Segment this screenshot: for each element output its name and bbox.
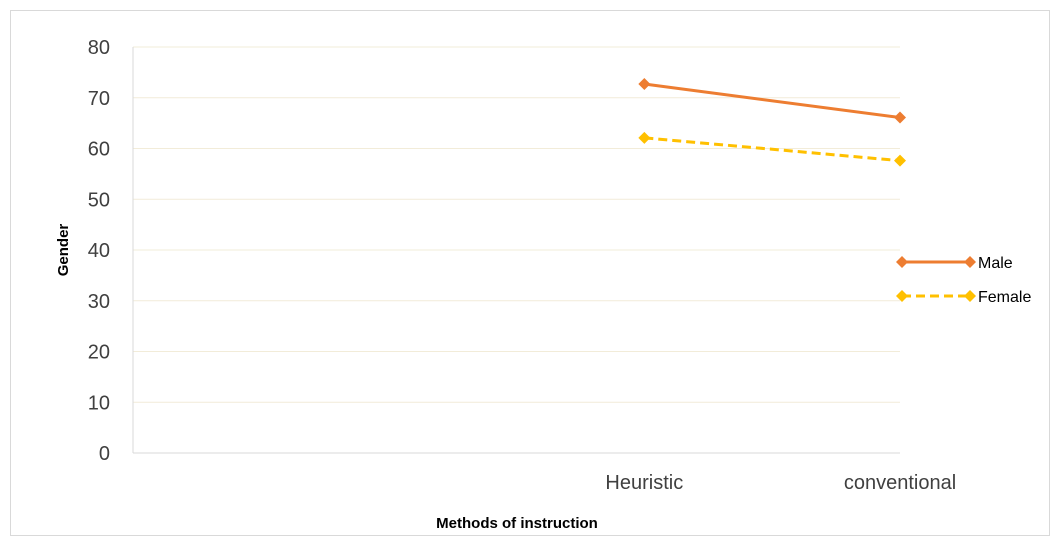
series-line-female xyxy=(644,136,901,163)
legend-item-male: Male xyxy=(896,255,1013,272)
y-tick-label: 0 xyxy=(99,443,110,465)
x-tick-label: conventional xyxy=(844,472,956,494)
data-point-female xyxy=(894,154,906,167)
y-tick-labels: 0 10 20 30 40 50 60 70 80 xyxy=(88,37,110,465)
x-axis-title: Methods of instruction xyxy=(436,515,598,532)
y-axis-title: Gender xyxy=(55,224,72,277)
y-tick-label: 10 xyxy=(88,392,110,414)
legend-label-male: Male xyxy=(978,255,1013,272)
data-point-male xyxy=(638,78,651,91)
y-tick-label: 50 xyxy=(88,189,110,211)
legend: Male Female xyxy=(896,255,1031,306)
y-tick-label: 60 xyxy=(88,139,110,161)
data-point-female xyxy=(638,131,651,144)
data-point-male xyxy=(894,111,906,124)
gridlines xyxy=(133,46,900,403)
legend-item-female: Female xyxy=(896,289,1031,306)
legend-label-female: Female xyxy=(978,289,1031,306)
legend-marker-female xyxy=(896,290,908,302)
legend-marker-male xyxy=(964,256,976,268)
x-tick-labels: Heuristic conventional xyxy=(605,472,956,494)
legend-marker-female xyxy=(964,290,976,302)
series-group xyxy=(638,78,906,167)
axes xyxy=(132,47,900,454)
y-tick-label: 80 xyxy=(88,37,110,59)
y-tick-label: 40 xyxy=(88,240,110,262)
y-tick-label: 30 xyxy=(88,291,110,313)
x-tick-label: Heuristic xyxy=(605,472,683,494)
y-tick-label: 70 xyxy=(88,88,110,110)
series-line-male xyxy=(644,82,901,120)
legend-marker-male xyxy=(896,256,908,268)
y-tick-label: 20 xyxy=(88,342,110,364)
